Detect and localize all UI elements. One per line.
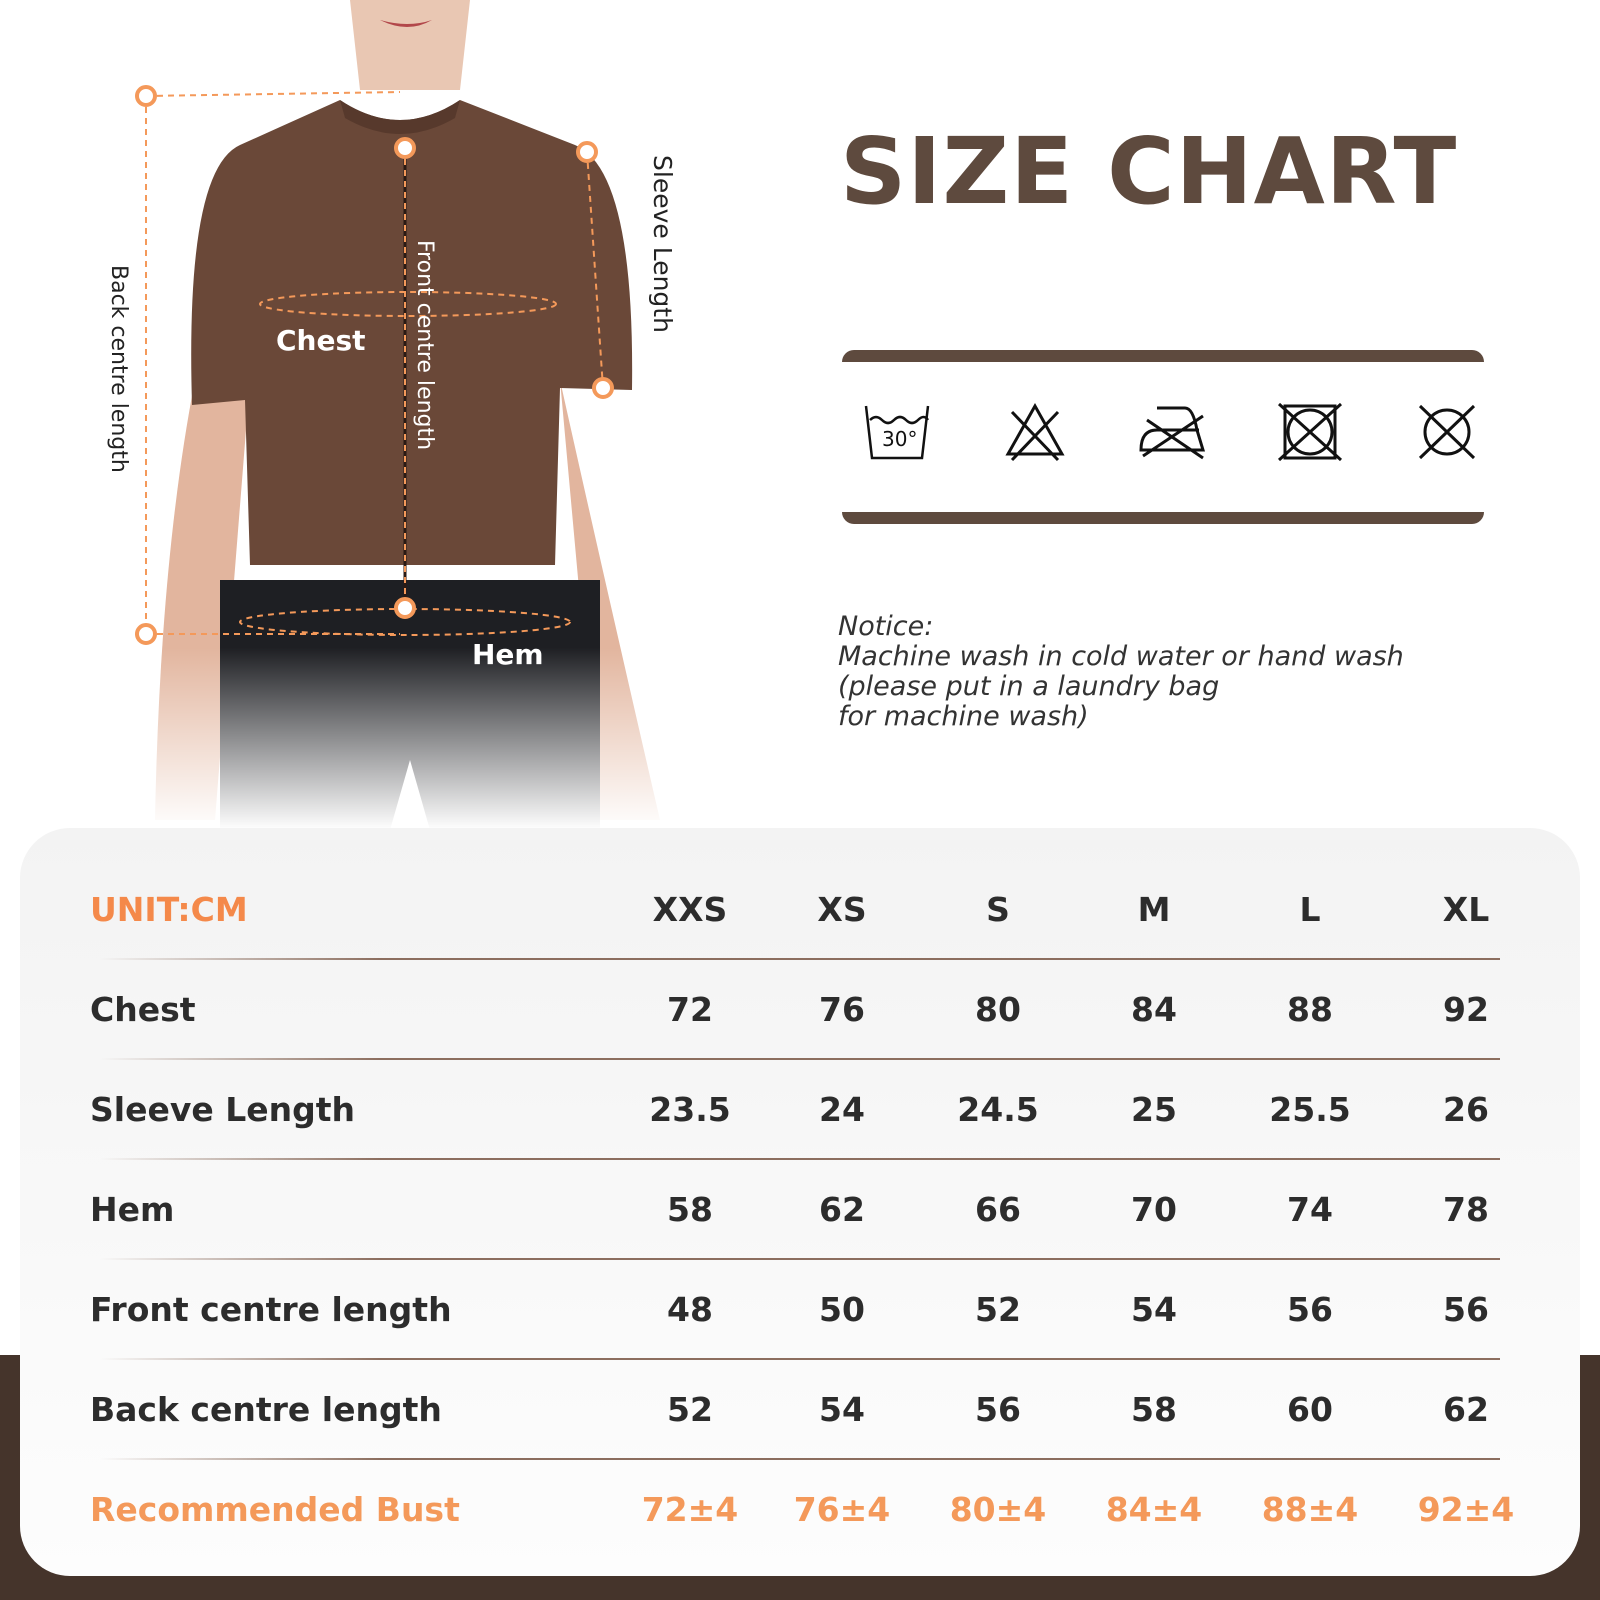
size-header-m: M <box>1137 889 1171 929</box>
table-cell: 76 <box>819 989 865 1029</box>
table-cell: 62 <box>1443 1389 1489 1429</box>
notice-line: Machine wash in cold water or hand wash <box>838 641 1404 672</box>
row-label: Front centre length <box>90 1289 452 1329</box>
model-figure: Chest Hem Front centre length Sleeve Len… <box>0 0 720 830</box>
row-divider <box>100 1358 1500 1360</box>
table-cell: 62 <box>819 1189 865 1229</box>
hem-label: Hem <box>472 638 544 671</box>
no-dry-clean-icon <box>1418 404 1476 460</box>
table-cell: 80±4 <box>949 1489 1047 1529</box>
table-row: Back centre length 52 54 56 58 60 62 <box>70 1359 1490 1459</box>
wash-30-icon: 30° <box>864 405 930 460</box>
notice: Notice: Machine wash in cold water or ha… <box>838 612 1404 732</box>
page-title: SIZE CHART <box>840 118 1458 225</box>
size-table-card <box>20 828 1580 1576</box>
table-cell: 72 <box>667 989 713 1029</box>
svg-text:30°: 30° <box>882 427 917 451</box>
no-tumble-dry-icon <box>1277 402 1342 462</box>
table-cell: 84±4 <box>1105 1489 1203 1529</box>
back-centre-length-label: Back centre length <box>106 265 131 473</box>
table-cell: 56 <box>1443 1289 1489 1329</box>
size-header-xl: XL <box>1442 889 1490 929</box>
sleeve-length-label: Sleeve Length <box>648 155 677 333</box>
notice-line: (please put in a laundry bag <box>838 671 1220 702</box>
table-cell: 23.5 <box>649 1089 731 1129</box>
table-row: Front centre length 48 50 52 54 56 56 <box>70 1259 1490 1359</box>
table-cell: 58 <box>667 1189 713 1229</box>
row-label: Back centre length <box>90 1389 442 1429</box>
row-label: Recommended Bust <box>90 1489 460 1529</box>
table-cell: 54 <box>819 1389 865 1429</box>
divider <box>842 512 1484 524</box>
table-cell: 88±4 <box>1261 1489 1359 1529</box>
table-cell: 78 <box>1443 1189 1489 1229</box>
size-header-l: L <box>1299 889 1321 929</box>
no-bleach-icon <box>1004 402 1065 462</box>
table-cell: 24.5 <box>957 1089 1039 1129</box>
table-cell: 92±4 <box>1417 1489 1515 1529</box>
row-divider <box>100 1158 1500 1160</box>
row-label: Chest <box>90 989 196 1029</box>
front-centre-length-label: Front centre length <box>412 240 437 451</box>
table-cell: 26 <box>1443 1089 1489 1129</box>
table-cell: 56 <box>975 1389 1021 1429</box>
table-cell: 58 <box>1131 1389 1177 1429</box>
unit-label: UNIT:CM <box>90 889 248 929</box>
table-header: UNIT:CM XXS XS S M L XL <box>70 859 1490 959</box>
no-iron-icon <box>1139 406 1206 460</box>
table-cell: 54 <box>1131 1289 1177 1329</box>
table-cell: 92 <box>1443 989 1489 1029</box>
row-divider <box>100 958 1500 960</box>
divider <box>842 350 1484 362</box>
table-cell: 25.5 <box>1269 1089 1351 1129</box>
table-cell: 76±4 <box>793 1489 891 1529</box>
row-divider <box>100 1258 1500 1260</box>
table-row: Sleeve Length 23.5 24 24.5 25 25.5 26 <box>70 1059 1490 1159</box>
table-cell: 60 <box>1287 1389 1333 1429</box>
table-cell: 74 <box>1287 1189 1333 1229</box>
row-label: Sleeve Length <box>90 1089 356 1129</box>
table-cell: 48 <box>667 1289 713 1329</box>
table-row: Chest 72 76 80 84 88 92 <box>70 959 1490 1059</box>
table-cell: 72±4 <box>641 1489 739 1529</box>
chest-label: Chest <box>276 324 366 357</box>
table-cell: 88 <box>1287 989 1333 1029</box>
row-label: Hem <box>90 1189 175 1229</box>
notice-heading: Notice: <box>838 611 934 642</box>
table-cell: 25 <box>1131 1089 1177 1129</box>
table-cell: 52 <box>975 1289 1021 1329</box>
table-cell: 84 <box>1131 989 1177 1029</box>
table-cell: 80 <box>975 989 1021 1029</box>
table-cell: 66 <box>975 1189 1021 1229</box>
table-cell: 50 <box>819 1289 865 1329</box>
care-instructions: 30° <box>842 350 1484 524</box>
table-cell: 56 <box>1287 1289 1333 1329</box>
table-cell: 52 <box>667 1389 713 1429</box>
notice-line: for machine wash) <box>838 701 1089 732</box>
table-row: Recommended Bust 72±4 76±4 80±4 84±4 88±4 92±4 <box>70 1459 1514 1559</box>
table-cell: 70 <box>1131 1189 1177 1229</box>
size-header-xs: XS <box>817 889 867 929</box>
row-divider <box>100 1058 1500 1060</box>
size-header-xxs: XXS <box>652 889 728 929</box>
size-header-s: S <box>986 889 1010 929</box>
row-divider <box>100 1458 1500 1460</box>
table-cell: 24 <box>819 1089 865 1129</box>
table-row: Hem 58 62 66 70 74 78 <box>70 1159 1490 1259</box>
